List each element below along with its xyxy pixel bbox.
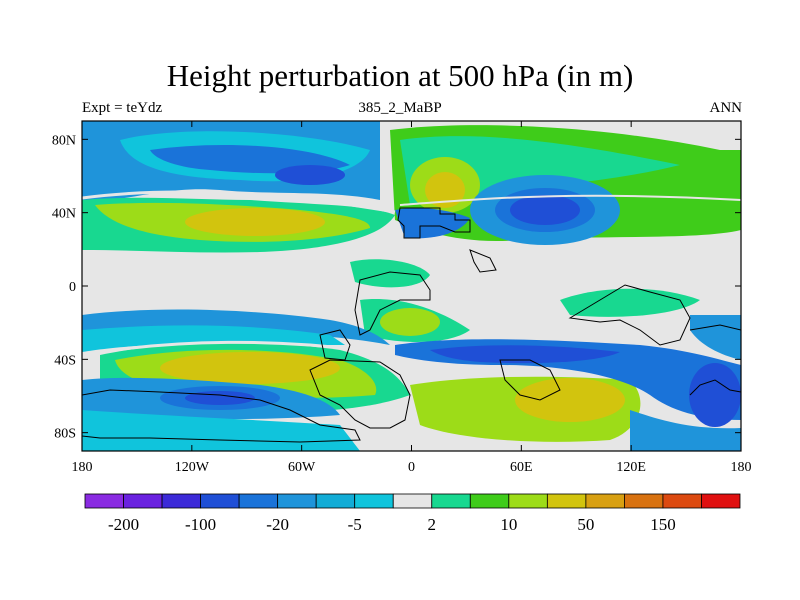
colorbar-swatch [277, 493, 317, 509]
x-tick-label: 0 [408, 460, 415, 475]
chart-title: Height perturbation at 500 hPa (in m) [166, 58, 634, 93]
x-tick-label: 120E [616, 460, 646, 475]
colorbar-swatch [624, 493, 664, 509]
y-tick-label: 0 [69, 280, 76, 295]
colorbar-swatch [392, 493, 433, 509]
colorbar-swatch [662, 493, 702, 509]
coastlines [82, 207, 741, 443]
colorbar-label: 10 [500, 515, 517, 534]
colorbar-swatch [469, 493, 510, 509]
colorbar-label: 150 [650, 515, 676, 534]
colorbar-swatch [546, 493, 587, 509]
colorbar: -200 -100 -20 -5 2 10 50 150 [84, 493, 741, 534]
contour-fields [82, 121, 741, 451]
y-tick-label: 40S [54, 353, 76, 368]
colorbar-swatch [238, 493, 279, 509]
colorbar-swatch [701, 493, 741, 509]
subtitle-left: Expt = teYdz [82, 100, 163, 116]
colorbar-swatch [508, 493, 548, 509]
colorbar-label: 2 [428, 515, 437, 534]
colorbar-label: -5 [348, 515, 362, 534]
colorbar-swatch [431, 493, 471, 509]
colorbar-swatch [200, 493, 240, 509]
x-tick-label: 180 [731, 460, 752, 475]
y-tick-label: 40N [52, 207, 76, 222]
colorbar-swatch [84, 493, 124, 509]
x-tick-label: 120W [175, 460, 210, 475]
x-tick-label: 60W [288, 460, 316, 475]
colorbar-swatch [354, 493, 394, 509]
x-tick-label: 60E [510, 460, 533, 475]
colorbar-label: -100 [185, 515, 216, 534]
y-tick-label: 80N [52, 133, 76, 148]
y-tick-label: 80S [54, 427, 76, 442]
colorbar-label: 50 [577, 515, 594, 534]
colorbar-swatch [585, 493, 625, 509]
x-tick-label: 180 [72, 460, 93, 475]
colorbar-label: -200 [108, 515, 139, 534]
colorbar-swatch [123, 493, 163, 509]
colorbar-swatch [315, 493, 356, 509]
axis-ticks: 180 120W 60W 0 60E 120E 180 80N 40N 0 40S 80S [52, 121, 752, 475]
colorbar-swatch [161, 493, 201, 509]
subtitle-right: ANN [709, 100, 743, 116]
subtitle-center: 385_2_MaBP [358, 100, 442, 116]
colorbar-label: -20 [266, 515, 289, 534]
